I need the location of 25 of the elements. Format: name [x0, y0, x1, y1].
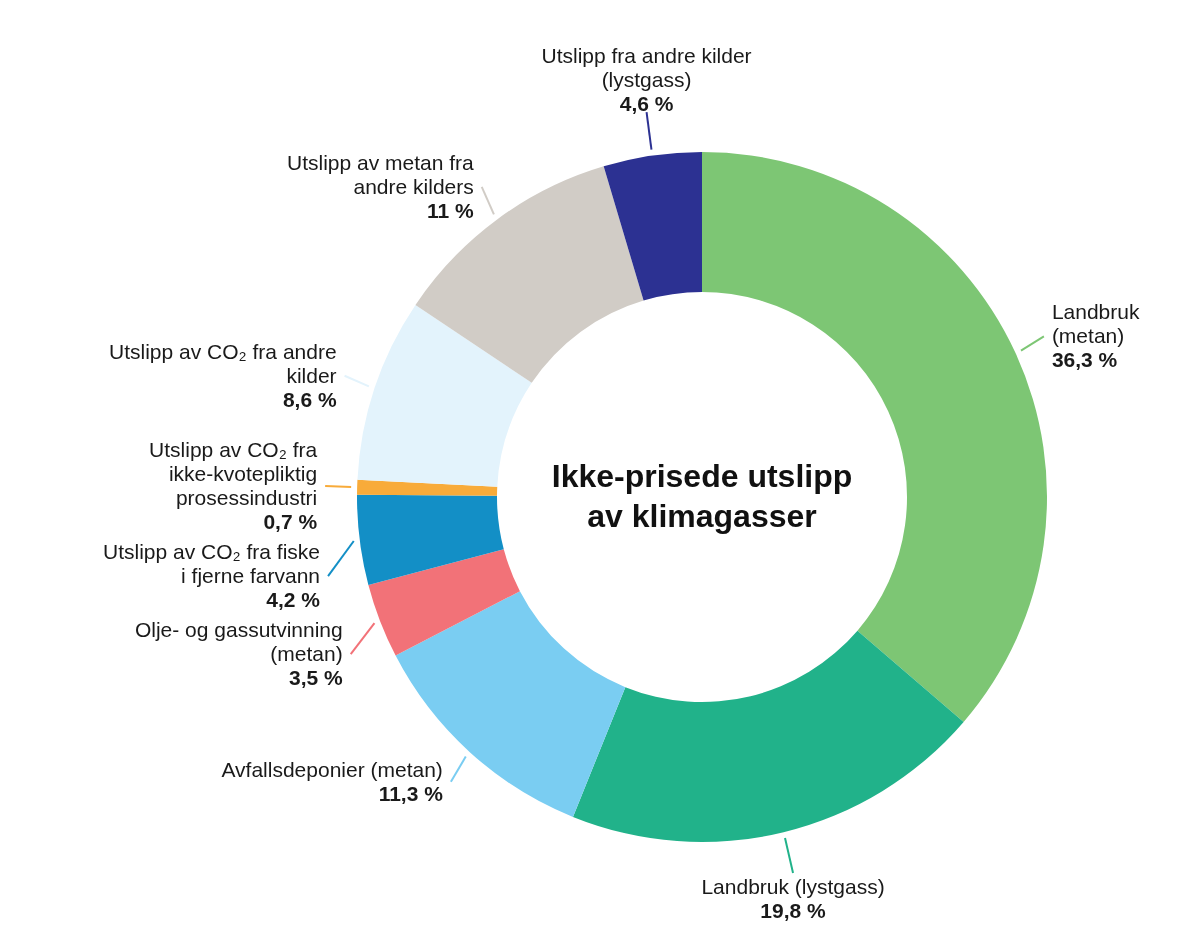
data-label: 19,8 %: [760, 899, 827, 923]
data-label: 4,6 %: [619, 92, 674, 116]
donut-slice: [357, 494, 504, 585]
slice-label: Utslipp av CO₂ fra ikke-kvotepliktig prosessindustri: [149, 438, 318, 510]
data-label: 36,3 %: [1051, 348, 1118, 372]
data-label: 8,6 %: [282, 387, 337, 411]
slice-label: Utslipp av CO₂ fra fiske i fjerne farvann: [102, 540, 321, 588]
data-label: 11 %: [427, 198, 475, 222]
slice-label: Landbruk (lystgass): [701, 875, 885, 899]
slice-label: Utslipp av CO₂ fra andre kilder: [109, 339, 337, 387]
donut-slice: [357, 479, 498, 496]
donut-slice: [357, 304, 532, 487]
slice-label: Avfallsdeponier (metan): [221, 757, 443, 781]
slice-label: Utslipp av metan fra andre kilders: [287, 150, 475, 198]
data-label: 3,5 %: [289, 666, 344, 690]
slice-label: Landbruk (metan): [1051, 300, 1140, 348]
data-label: 11,3 %: [378, 781, 444, 805]
text: Ikke-prisede utslipp av klimagasser: [551, 458, 853, 534]
slice-label: Olje- og gassutvinning (metan): [134, 618, 343, 666]
data-label: 4,2 %: [266, 588, 321, 612]
donut-slice: [603, 152, 702, 301]
donut-slice: [368, 549, 520, 656]
donut-slice: [572, 630, 964, 842]
data-label: 0,7 %: [263, 510, 318, 534]
slice-label: Utslipp fra andre kilder (lystgass): [541, 44, 752, 92]
